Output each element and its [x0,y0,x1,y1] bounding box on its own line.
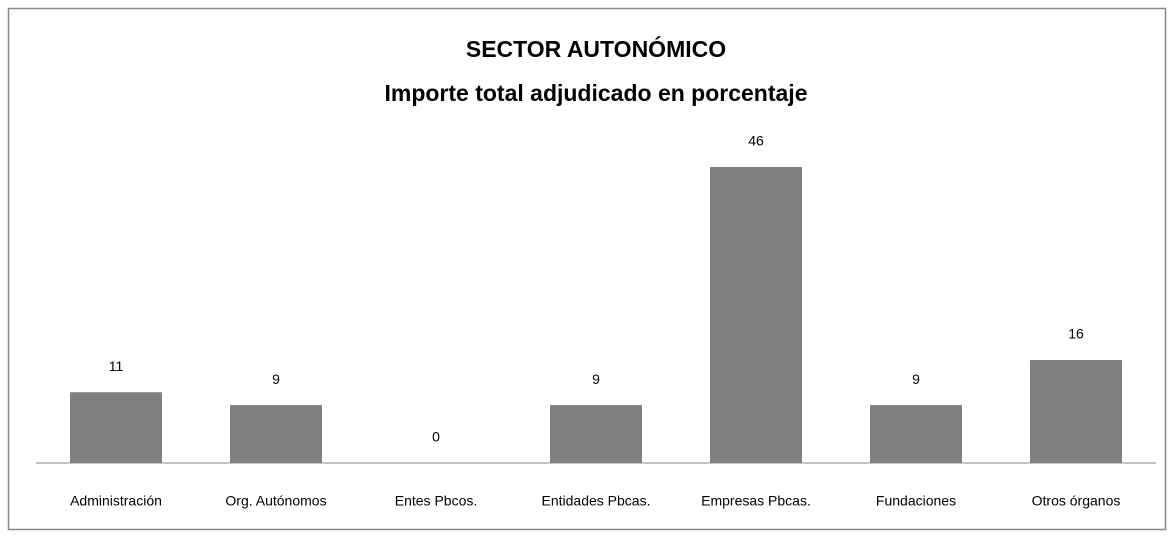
x-tick-label: Fundaciones [876,493,956,509]
bar [710,167,802,463]
bar [1030,360,1122,463]
chart-title: SECTOR AUTONÓMICO [466,35,726,62]
x-tick-label: Administración [70,493,162,509]
data-label: 9 [592,371,600,387]
x-tick-label: Entes Pbcos. [395,493,478,509]
x-tick-label: Org. Autónomos [225,493,326,509]
bar [870,405,962,463]
x-tick-label: Otros órganos [1032,493,1121,509]
data-label: 9 [912,371,920,387]
x-tick-label: Entidades Pbcas. [542,493,651,509]
bar [70,392,162,463]
bar [550,405,642,463]
data-label: 11 [109,358,124,374]
chart-subtitle: Importe total adjudicado en porcentaje [384,80,807,106]
data-label: 9 [272,371,280,387]
data-label: 0 [432,429,440,445]
bar [230,405,322,463]
data-label: 16 [1068,326,1084,342]
x-tick-label: Empresas Pbcas. [701,493,811,509]
data-label: 46 [748,133,764,149]
